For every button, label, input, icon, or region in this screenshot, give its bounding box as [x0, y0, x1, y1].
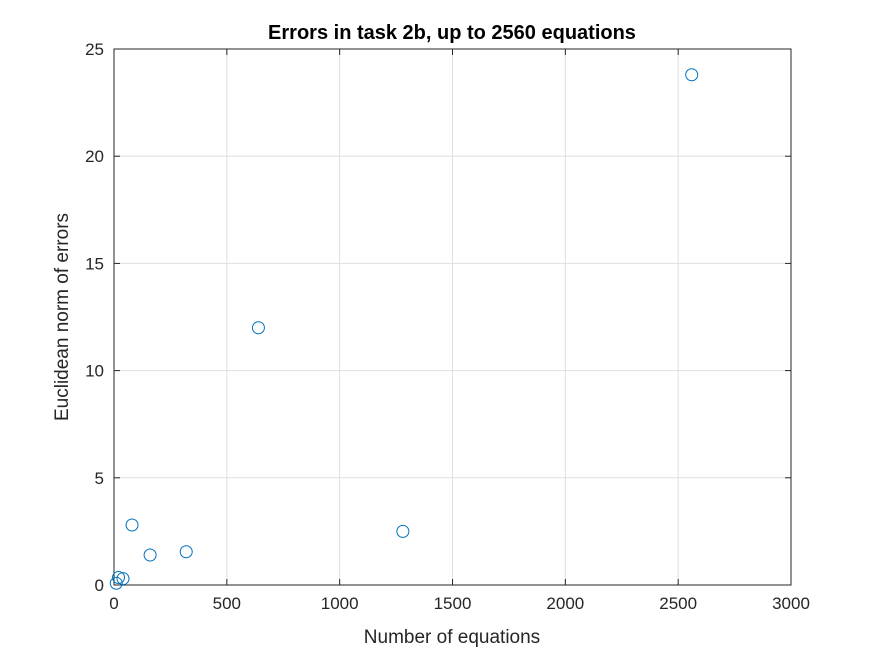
data-point	[685, 68, 699, 82]
x-tick-label: 0	[109, 594, 118, 613]
y-tick-label: 5	[95, 469, 104, 488]
data-point	[251, 321, 265, 335]
x-tick-label: 1000	[321, 594, 359, 613]
x-tick-label: 2500	[659, 594, 697, 613]
data-point	[396, 524, 410, 538]
data-point	[116, 572, 130, 586]
x-tick-labels: 0 500 1000 1500 2000 2500 3000	[109, 594, 810, 613]
data-point	[179, 545, 193, 559]
x-axis-label: Number of equations	[364, 627, 540, 648]
x-tick-label: 500	[213, 594, 241, 613]
x-tick-label: 1500	[434, 594, 472, 613]
data-points	[109, 68, 699, 590]
y-axis-label: Euclidean norm of errors	[52, 213, 73, 421]
data-point	[112, 570, 126, 584]
y-tick-label: 15	[85, 254, 104, 273]
x-tick-label: 3000	[772, 594, 810, 613]
data-point	[143, 548, 157, 562]
x-tick-label: 2000	[546, 594, 584, 613]
grid	[114, 49, 791, 585]
y-tick-label: 10	[85, 362, 104, 381]
y-tick-label: 25	[85, 40, 104, 59]
y-tick-labels: 0 5 10 15 20 25	[85, 40, 104, 595]
data-point	[109, 576, 123, 590]
data-point	[125, 518, 139, 532]
y-tick-label: 20	[85, 147, 104, 166]
y-tick-label: 0	[95, 576, 104, 595]
chart-title: Errors in task 2b, up to 2560 equations	[268, 22, 636, 44]
